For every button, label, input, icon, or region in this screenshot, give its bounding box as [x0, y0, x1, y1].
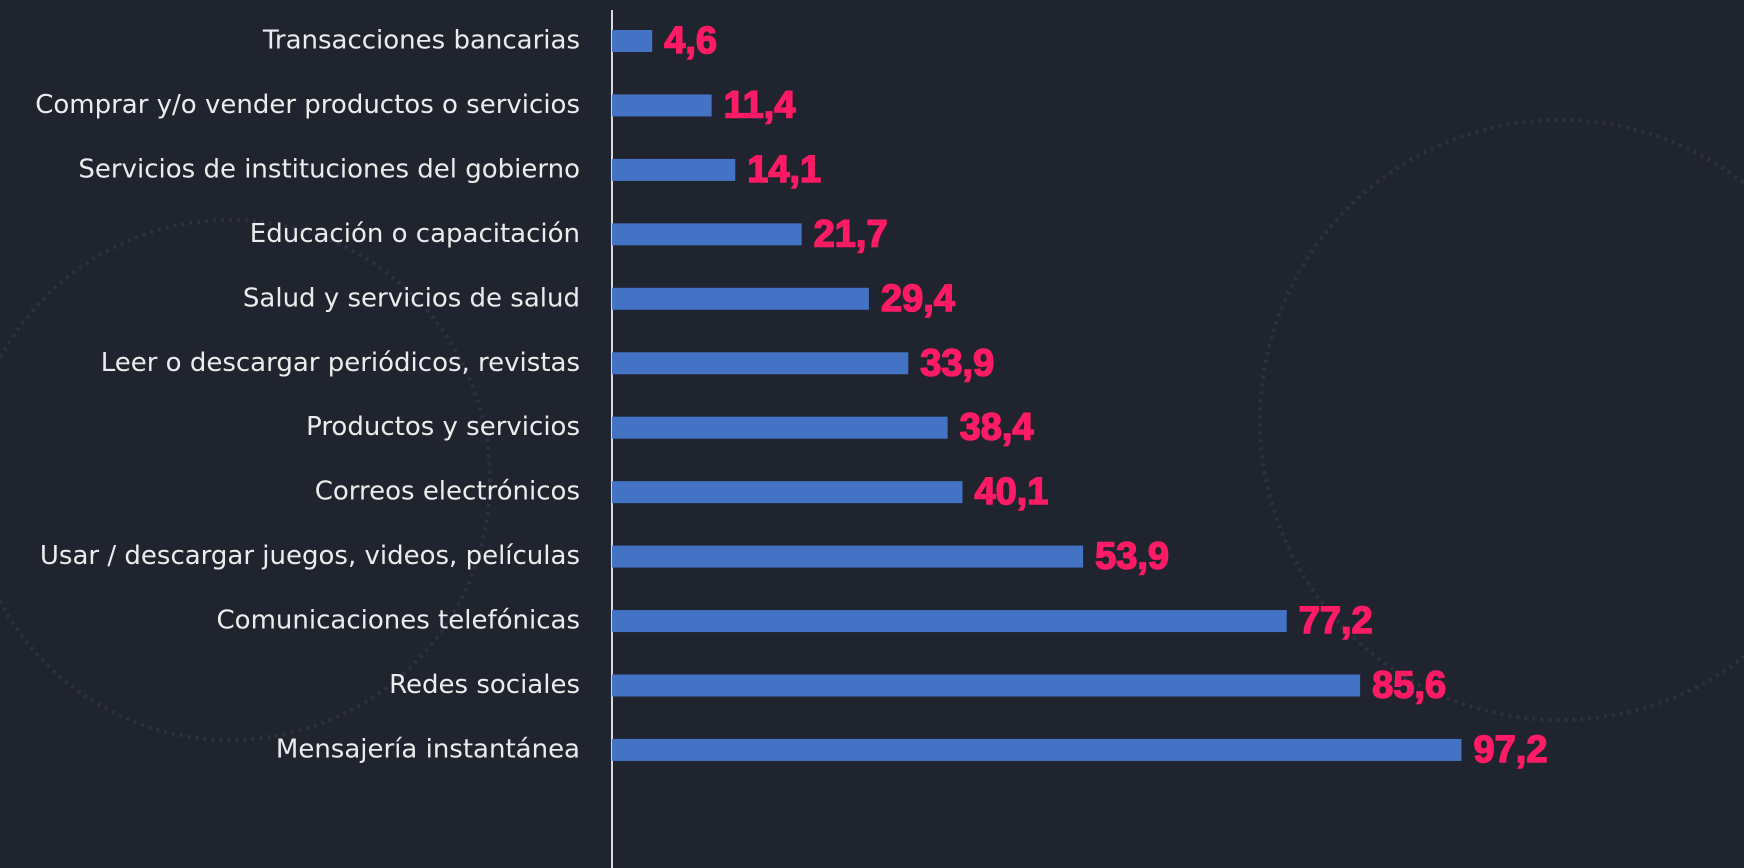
y-tick-label: Leer o descargar periódicos, revistas [101, 348, 580, 378]
y-tick-label: Comunicaciones telefónicas [217, 606, 580, 636]
data-label: 85,6 [1372, 665, 1446, 707]
bar [612, 352, 909, 375]
bar [612, 30, 653, 52]
bar [612, 674, 1361, 697]
bar [612, 416, 948, 439]
data-label: 21,7 [814, 213, 888, 255]
bar [612, 287, 869, 310]
y-tick-label: Productos y servicios [306, 412, 580, 442]
y-tick-label: Salud y servicios de salud [243, 283, 580, 313]
data-label: 97,2 [1474, 729, 1548, 771]
data-label: 14,1 [747, 149, 821, 191]
y-tick-label: Comprar y/o vender productos o servicios [35, 90, 580, 120]
bar [612, 94, 712, 117]
bar [612, 481, 963, 504]
data-label: 40,1 [974, 471, 1048, 513]
data-label: 77,2 [1299, 600, 1373, 642]
y-tick-label: Educación o capacitación [250, 219, 580, 249]
bar [612, 738, 1462, 761]
y-tick-label: Transacciones bancarias [262, 26, 580, 56]
data-label: 33,9 [920, 342, 994, 384]
data-label: 53,9 [1095, 536, 1169, 578]
bar [612, 545, 1084, 568]
y-tick-label: Correos electrónicos [315, 477, 580, 507]
y-tick-label: Redes sociales [389, 670, 580, 700]
bar [612, 158, 736, 181]
data-label: 4,6 [664, 20, 717, 62]
bar [612, 610, 1287, 633]
y-tick-label: Usar / descargar juegos, videos, películ… [40, 541, 580, 571]
bar [612, 223, 802, 246]
data-label: 38,4 [960, 407, 1034, 449]
data-label: 29,4 [881, 278, 955, 320]
y-tick-label: Servicios de instituciones del gobierno [78, 154, 580, 184]
data-label: 11,4 [724, 84, 796, 126]
y-tick-label: Mensajería instantánea [276, 734, 580, 764]
background-decoration [0, 118, 1744, 742]
